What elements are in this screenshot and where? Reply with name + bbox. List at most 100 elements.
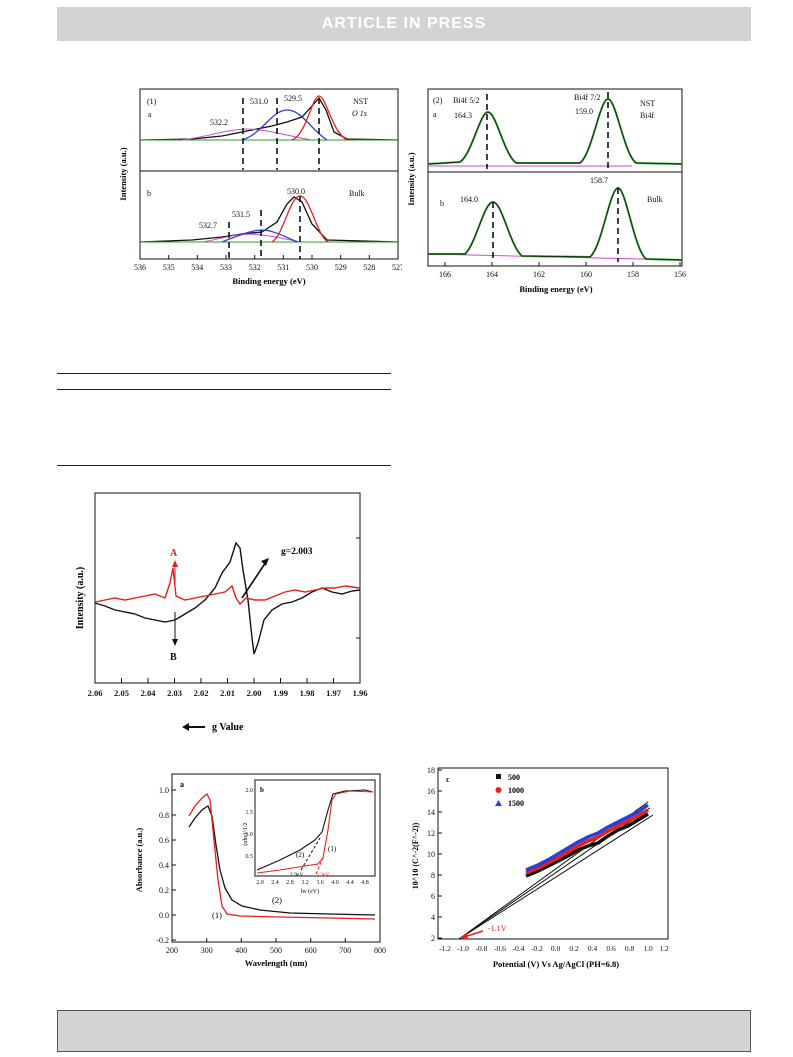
ytick: 0.0 (159, 911, 169, 920)
inset-xtick: 4.0 (331, 880, 339, 886)
xtick: 530 (306, 263, 318, 272)
xtick: 2.04 (141, 688, 157, 698)
title-bulk: Bulk (349, 189, 365, 198)
arrow-b-icon (172, 612, 178, 646)
panel-label: c (446, 775, 450, 784)
g-arrow-icon (241, 558, 269, 599)
ytick: 0.6 (159, 836, 169, 845)
inset-curve-1 (256, 790, 374, 874)
x-axis-label: Binding energy (eV) (232, 276, 305, 286)
title-bi4f: Bi4f (640, 111, 655, 120)
xps-o1s-figure: 536 535 534 533 532 531 530 529 528 527 … (112, 84, 404, 304)
label-b: B (170, 652, 177, 663)
o1s-a-peak-532 (181, 128, 313, 141)
ytick: 10 (427, 850, 435, 859)
x-axis-label: Potential (V) Vs Ag/AgCl (PH=6.8) (493, 959, 619, 969)
ytick: -0.2 (156, 936, 169, 945)
peak-label: 164.3 (454, 111, 472, 120)
inset-xtick: 4.8 (361, 880, 369, 886)
series-1500 (525, 803, 650, 872)
xtick: 200 (166, 946, 178, 955)
xtick: -1.0 (457, 944, 469, 953)
ytick: 18 (427, 766, 435, 775)
o1s-b-peak-531 (221, 229, 298, 243)
x-axis-label: Wavelength (nm) (245, 958, 308, 968)
xtick: 1.98 (300, 688, 315, 698)
xtick: 500 (270, 946, 282, 955)
y-axis-label: Intensity (a.u.) (406, 152, 416, 205)
footer-bar (57, 1010, 751, 1052)
inset-curve-label-2: (2) (296, 851, 305, 859)
peak-label: 531.0 (250, 97, 268, 106)
peak-label: 530.0 (287, 187, 305, 196)
table-top-rule (57, 373, 391, 374)
ytick: 4 (431, 913, 435, 922)
peak-name: Bi4f 7/2 (574, 93, 600, 102)
bi4f-a-raw-curve (427, 98, 683, 165)
o1s-a-peak-531 (241, 109, 328, 141)
inset-curve-2 (256, 789, 374, 871)
xtick: 1.99 (273, 688, 288, 698)
inset-x-label: hν (eV) (301, 888, 319, 895)
legend: 500 1000 1500 (495, 773, 524, 808)
xtick: 164 (486, 270, 498, 279)
xtick: -0.6 (494, 944, 506, 953)
epr-svg: 2.06 2.05 2.04 2.03 2.02 2.01 2.00 1.99 … (75, 492, 367, 733)
uvvis-figure: 1.0 0.8 0.6 0.4 0.2 0.0 -0.2 200 300 400… (130, 770, 388, 986)
xtick: 166 (439, 270, 451, 279)
inset-xtick: 4.4 (346, 880, 354, 886)
table-header-rule (57, 389, 391, 390)
curve-label-2: (2) (272, 895, 282, 905)
xtick: 2.01 (220, 688, 235, 698)
xtick: 528 (363, 263, 375, 272)
g-value-annotation: g=2.003 (281, 547, 313, 557)
inset-ytick: 1.5 (246, 810, 254, 816)
xtick: 2.02 (194, 688, 209, 698)
legend-square-icon (496, 774, 501, 779)
banner-text: ARTICLE IN PRESS (321, 15, 487, 32)
xtick: 2.05 (114, 688, 129, 698)
y-axis-label: Intensity (a.u.) (75, 567, 86, 630)
inset-label: b (260, 786, 264, 794)
curve-label-1: (1) (212, 910, 222, 920)
xtick: 2.03 (167, 688, 182, 698)
legend-circle-icon (495, 787, 502, 793)
xtick: 529 (335, 263, 347, 272)
inset-tangent-red (315, 857, 324, 875)
bi4f-b-raw-curve (428, 187, 683, 261)
xtick: 162 (533, 270, 545, 279)
peak-label: 529.5 (284, 94, 302, 103)
inset-ytick: 2.0 (246, 788, 254, 794)
peak-label: 532.7 (199, 221, 217, 230)
xtick: 400 (235, 946, 247, 955)
xps-bi4f-svg: 166 164 162 160 158 156 Binding energy (… (406, 88, 686, 294)
title-bulk: Bulk (647, 195, 663, 204)
inset-xtick: 2.0 (256, 880, 264, 886)
sub-label-a: a (433, 110, 437, 119)
ytick: 0.8 (159, 811, 169, 820)
ytick: 8 (431, 871, 435, 880)
panel-label: a (180, 780, 184, 789)
xtick: -0.4 (513, 944, 525, 953)
legend-label: 1000 (508, 786, 524, 795)
inset-ytick: 0.5 (246, 854, 254, 860)
xtick: 0.4 (588, 944, 598, 953)
title-nst: NST (353, 97, 368, 106)
legend-triangle-icon (495, 800, 502, 806)
xtick: 600 (305, 946, 317, 955)
xtick: 158 (627, 270, 639, 279)
label-a: A (170, 548, 178, 559)
xtick: 700 (339, 946, 351, 955)
uvvis-curve-1 (188, 792, 376, 920)
series-1000 (525, 808, 649, 875)
epr-figure: 2.06 2.05 2.04 2.03 2.02 2.01 2.00 1.99 … (70, 488, 380, 734)
xtick: 1.0 (643, 944, 653, 953)
xtick: 160 (580, 270, 592, 279)
xtick: 300 (201, 946, 213, 955)
xtick: 533 (220, 263, 232, 272)
intercept-annotation: -1.1V (488, 924, 507, 933)
ytick: 0.2 (159, 886, 169, 895)
xtick: 1.97 (326, 688, 342, 698)
sub-label-b: b (147, 189, 151, 198)
uvvis-curve-2 (188, 805, 376, 916)
